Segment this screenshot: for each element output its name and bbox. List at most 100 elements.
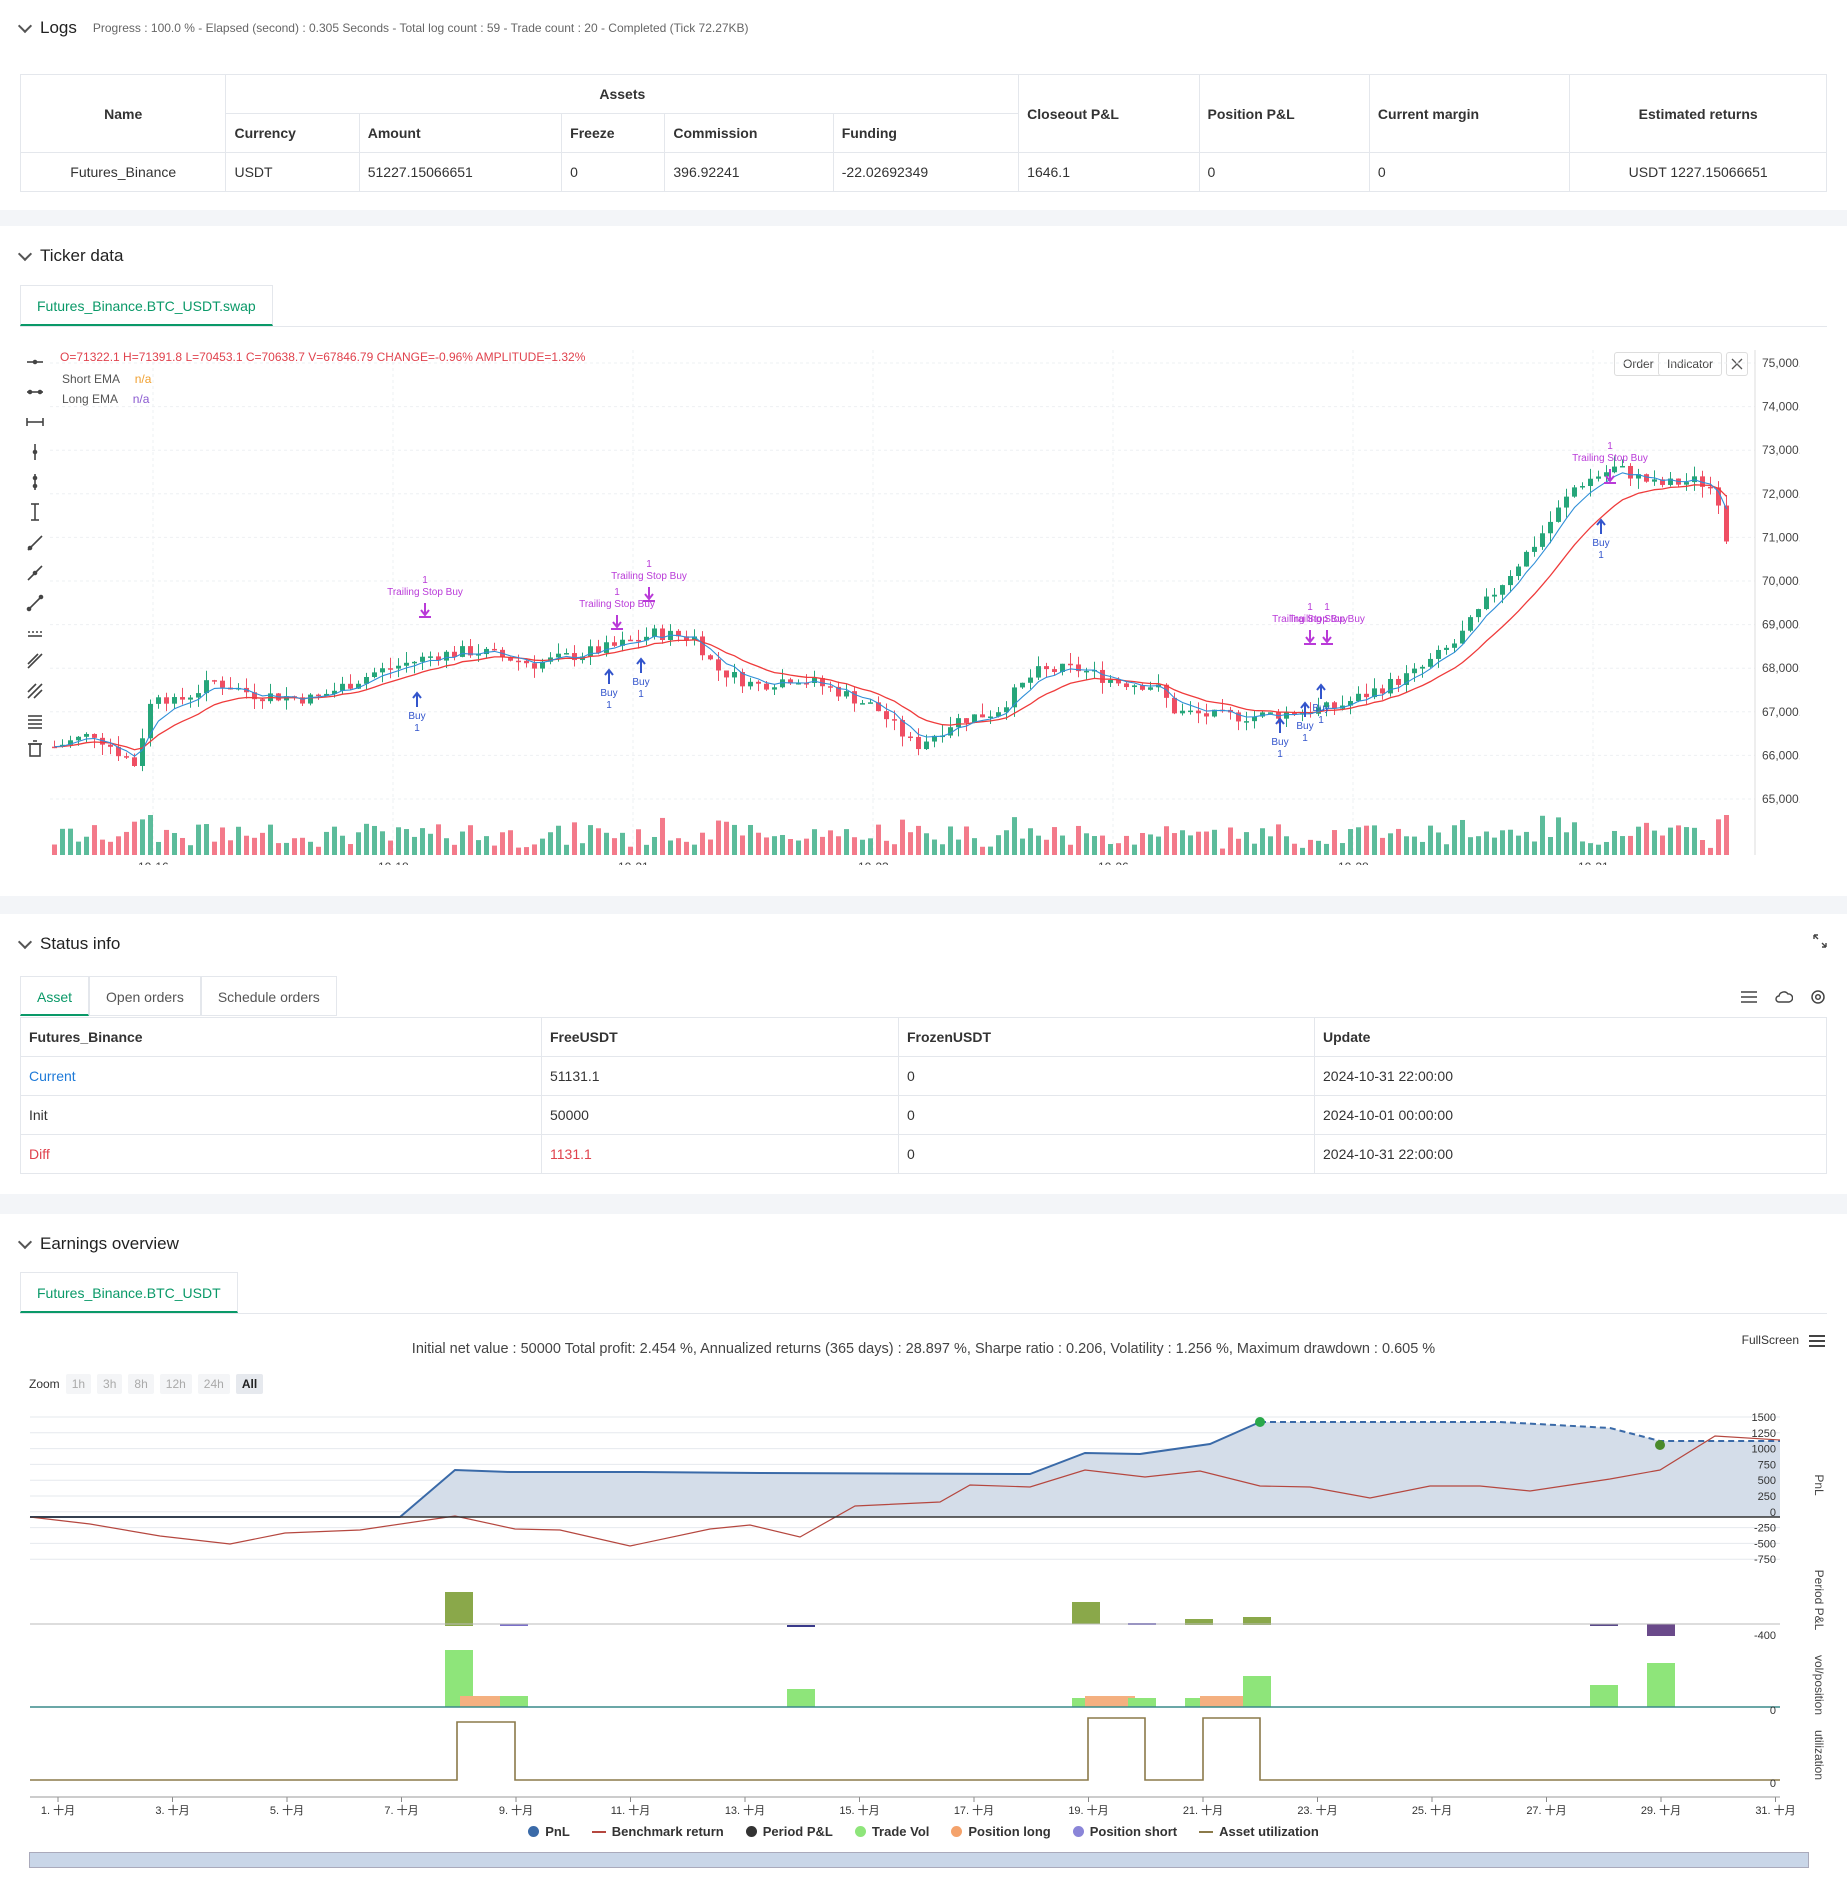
candle-body xyxy=(1148,687,1153,690)
list-icon[interactable] xyxy=(1741,990,1757,1007)
volume-bar xyxy=(292,838,297,855)
legend-period[interactable]: Period P&L xyxy=(745,1824,833,1839)
volume-bar xyxy=(1676,825,1681,855)
expand-icon[interactable] xyxy=(1726,352,1748,376)
volume-bar xyxy=(860,839,865,855)
row-current-label[interactable]: Current xyxy=(20,1056,542,1096)
zoom-all[interactable]: All xyxy=(235,1374,264,1394)
indicator-button[interactable]: Indicator xyxy=(1658,352,1723,376)
fullscreen-icon[interactable] xyxy=(1813,934,1827,951)
status-header[interactable]: Status info xyxy=(17,934,120,954)
tab-ticker-symbol[interactable]: Futures_Binance.BTC_USDT.swap xyxy=(20,285,273,326)
volume-bar xyxy=(508,830,513,855)
volume-bar xyxy=(1244,832,1249,855)
legend-pos-long[interactable]: Position long xyxy=(951,1824,1051,1839)
tab-open-orders[interactable]: Open orders xyxy=(89,976,201,1016)
legend-pos-short[interactable]: Position short xyxy=(1072,1824,1177,1839)
buy-arrow-icon xyxy=(1596,518,1606,534)
cloud-icon[interactable] xyxy=(1775,989,1794,1008)
volume-bar xyxy=(1476,836,1481,855)
ticker-panel: Ticker data Futures_Binance.BTC_USDT.swa… xyxy=(0,226,1847,896)
cell-freeze: 0 xyxy=(561,152,666,192)
chevron-down-icon[interactable] xyxy=(17,246,33,261)
candle-body xyxy=(372,672,377,678)
candle-body xyxy=(620,639,625,646)
divider xyxy=(20,1313,1827,1314)
legend-util-label: Asset utilization xyxy=(1219,1824,1319,1839)
candle-body xyxy=(1604,472,1609,477)
candle-body xyxy=(52,746,57,749)
cell-currency: USDT xyxy=(225,152,360,192)
cell-position: 0 xyxy=(1198,152,1370,192)
volume-bar xyxy=(1564,832,1569,855)
table-row: Futures_Binance USDT 51227.15066651 0 39… xyxy=(19,152,1827,192)
tab-earnings-symbol[interactable]: Futures_Binance.BTC_USDT xyxy=(20,1272,238,1313)
volume-bar xyxy=(164,829,169,855)
volume-bar xyxy=(468,825,473,855)
candle-body xyxy=(788,679,793,684)
zoom-8h[interactable]: 8h xyxy=(128,1374,154,1394)
navigator-scrollbar[interactable] xyxy=(29,1852,1809,1868)
candle-body xyxy=(1476,609,1481,618)
candle-body xyxy=(556,653,561,658)
legend-benchmark[interactable]: Benchmark return xyxy=(591,1824,724,1839)
volume-bar xyxy=(60,828,65,855)
logs-header[interactable]: Logs Progress : 100.0 % - Elapsed (secon… xyxy=(17,18,749,38)
x-tick-label: 25. 十月 xyxy=(1412,1803,1452,1817)
cell-amount: 51227.15066651 xyxy=(358,152,563,192)
candle-body xyxy=(1716,487,1721,506)
candle-body xyxy=(1132,685,1137,688)
volume-bar xyxy=(1404,836,1409,855)
earnings-header[interactable]: Earnings overview xyxy=(17,1234,179,1254)
zoom-1h[interactable]: 1h xyxy=(65,1374,92,1394)
legend-util[interactable]: Asset utilization xyxy=(1199,1824,1319,1839)
gear-icon[interactable] xyxy=(1809,988,1827,1009)
candle-body xyxy=(884,711,889,720)
volume-bar xyxy=(596,828,601,855)
zoom-24h[interactable]: 24h xyxy=(197,1374,230,1394)
volume-bar xyxy=(1124,835,1129,855)
zoom-12h[interactable]: 12h xyxy=(159,1374,192,1394)
candle-body xyxy=(1244,721,1249,723)
tab-asset[interactable]: Asset xyxy=(20,976,90,1016)
chevron-down-icon[interactable] xyxy=(17,18,33,33)
volume-bar xyxy=(1044,839,1049,855)
x-tick-label: 9. 十月 xyxy=(499,1803,533,1817)
trailing-qty: 1 xyxy=(646,559,652,570)
volume-bar xyxy=(236,826,241,855)
candle-body xyxy=(156,697,161,704)
benchmark-line xyxy=(29,1435,1781,1547)
candle-body xyxy=(188,697,193,700)
legend-pos-long-label: Position long xyxy=(968,1824,1051,1839)
candle-body xyxy=(252,692,257,700)
menu-icon[interactable] xyxy=(1809,1334,1825,1350)
candle-body xyxy=(1620,465,1625,468)
volume-bar xyxy=(116,836,121,855)
chevron-down-icon[interactable] xyxy=(17,1234,33,1249)
volume-bar xyxy=(1716,819,1721,855)
drawing-tools-icons[interactable] xyxy=(25,352,45,772)
volume-bar xyxy=(836,836,841,855)
volume-bar xyxy=(1068,844,1073,855)
candle-body xyxy=(404,662,409,666)
volume-bar xyxy=(1356,827,1361,855)
asset-table: Futures_Binance FreeUSDT FrozenUSDT Upda… xyxy=(20,1017,1827,1174)
volume-bar xyxy=(1484,831,1489,855)
trailing-arrow-icon xyxy=(1321,630,1333,645)
ohlc-readout: O=71322.1 H=71391.8 L=70453.1 C=70638.7 … xyxy=(60,350,586,364)
volume-bar xyxy=(436,824,441,855)
volume-bar xyxy=(92,825,97,855)
zoom-3h[interactable]: 3h xyxy=(97,1374,123,1394)
volume-bar xyxy=(156,841,161,855)
volume-bar xyxy=(1172,833,1177,855)
chevron-down-icon[interactable] xyxy=(17,934,33,949)
tab-schedule-orders[interactable]: Schedule orders xyxy=(200,976,337,1016)
legend-pnl[interactable]: PnL xyxy=(528,1824,570,1839)
volume-bar xyxy=(1284,836,1289,855)
legend-trade-vol[interactable]: Trade Vol xyxy=(854,1824,929,1839)
candle-body xyxy=(1724,505,1729,542)
ticker-header[interactable]: Ticker data xyxy=(17,246,123,266)
fullscreen-button[interactable]: FullScreen xyxy=(1741,1333,1799,1347)
volume-bar xyxy=(1692,827,1697,855)
